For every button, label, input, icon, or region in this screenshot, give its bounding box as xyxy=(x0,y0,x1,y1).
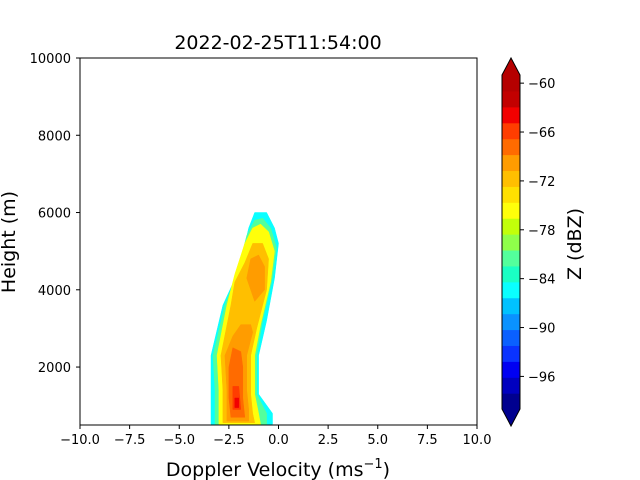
colorbar-segment xyxy=(502,377,520,394)
x-axis: −10.0 −7.5 −5.0 −2.5 0.0 2.5 5.0 7.5 10.0 xyxy=(60,425,491,448)
y-tick-label: 4000 xyxy=(38,284,71,299)
colorbar-tick-label: −78 xyxy=(528,224,555,239)
colorbar-segment xyxy=(502,154,520,172)
colorbar-segment xyxy=(502,297,520,315)
y-axis: 2000 4000 6000 8000 10000 xyxy=(30,52,80,376)
colorbar-outline xyxy=(501,56,521,428)
colorbar-tick-label: −96 xyxy=(528,370,555,385)
colorbar-segment xyxy=(502,170,520,187)
x-tick-label: −7.5 xyxy=(114,433,146,448)
y-tick-label: 8000 xyxy=(38,129,71,144)
colorbar-segment xyxy=(502,106,520,124)
chart-title: 2022-02-25T11:54:00 xyxy=(174,32,381,54)
colorbar-label: Z (dBZ) xyxy=(564,208,586,280)
colorbar-segment xyxy=(502,393,520,410)
contour-layer-5 xyxy=(246,254,265,302)
x-tick-label: −2.5 xyxy=(213,433,245,448)
colorbar-segment xyxy=(502,329,520,346)
y-axis-label: Height (m) xyxy=(0,191,20,293)
colorbar-segment xyxy=(502,75,520,92)
colorbar-segment xyxy=(502,234,520,251)
x-tick-label: 10.0 xyxy=(463,433,492,448)
colorbar-extend-max xyxy=(502,58,520,75)
x-axis-label-close: ) xyxy=(383,459,390,480)
colorbar-segment xyxy=(502,249,520,267)
colorbar-segment xyxy=(502,361,520,378)
x-tick-label: 5.0 xyxy=(367,433,388,448)
colorbar-segment xyxy=(502,138,520,156)
colorbar-segment xyxy=(502,122,520,140)
colorbar-segment xyxy=(502,202,520,219)
x-axis-label-superscript: −1 xyxy=(364,457,383,472)
contour-layer-8 xyxy=(234,397,240,408)
colorbar-extend-min xyxy=(502,409,520,426)
y-tick-label: 6000 xyxy=(38,207,71,222)
colorbar-tick-label: −90 xyxy=(528,322,555,337)
x-axis-label-text: Doppler Velocity (ms xyxy=(166,459,364,480)
colorbar-segment xyxy=(502,265,520,283)
colorbar-segment xyxy=(502,281,520,299)
contour-layers xyxy=(210,212,279,425)
plot-area xyxy=(79,57,478,426)
colorbar-segment xyxy=(502,313,520,331)
colorbar-tick-label: −66 xyxy=(528,126,555,141)
x-axis-label: Doppler Velocity (ms−1) xyxy=(166,457,390,480)
colorbar-segment xyxy=(502,218,520,235)
x-tick-label: 0.0 xyxy=(268,433,289,448)
colorbar-segment xyxy=(502,90,520,108)
colorbar-tick-label: −72 xyxy=(528,175,555,190)
colorbar-tick-label: −60 xyxy=(528,77,555,92)
y-tick-label: 2000 xyxy=(38,361,71,376)
colorbar-tick-label: −84 xyxy=(528,273,555,288)
colorbar-segment xyxy=(502,345,520,362)
colorbar-segment xyxy=(502,186,520,203)
y-tick-label: 10000 xyxy=(30,52,71,67)
x-tick-label: −10.0 xyxy=(60,433,100,448)
x-tick-label: 2.5 xyxy=(318,433,339,448)
x-tick-label: −5.0 xyxy=(163,433,195,448)
plot-background xyxy=(80,58,477,425)
x-tick-label: 7.5 xyxy=(417,433,438,448)
colorbar: −96 −90 −84 −78 −72 −66 −60 xyxy=(501,56,555,428)
